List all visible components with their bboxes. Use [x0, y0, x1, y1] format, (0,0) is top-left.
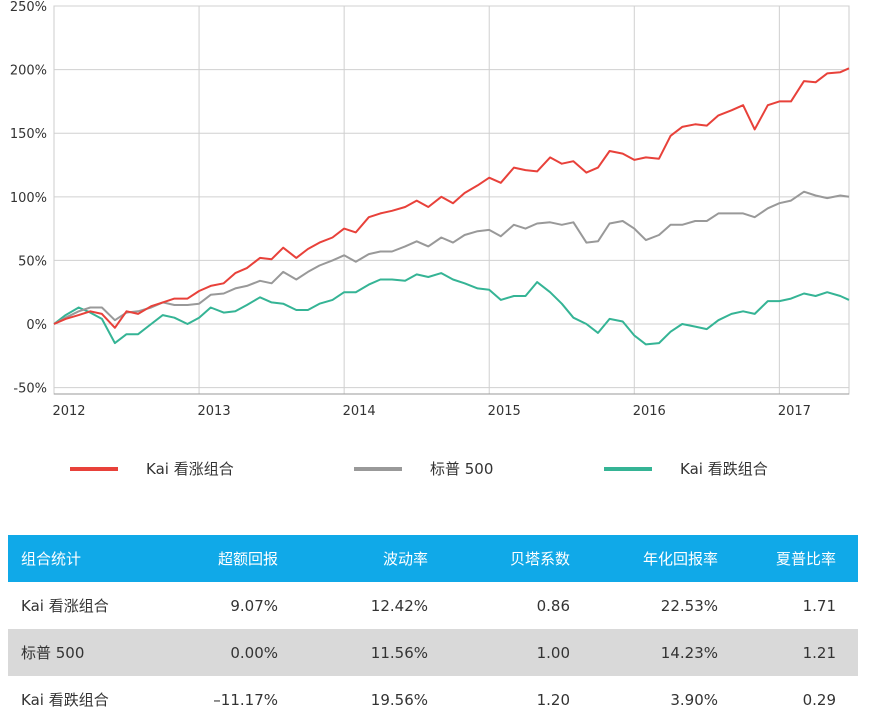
plot-area: [53, 5, 850, 395]
series-line-bull: [53, 67, 850, 329]
series-line-sp500: [53, 190, 850, 325]
cell-beta: 0.86: [536, 596, 570, 615]
table-row: Kai 看涨组合 9.07% 12.42% 0.86 22.53% 1.71: [8, 582, 858, 629]
cell-excess-return: –11.17%: [213, 690, 278, 709]
legend-item-bull: Kai 看涨组合: [70, 458, 234, 479]
cell-portfolio: Kai 看涨组合: [21, 597, 109, 615]
cell-portfolio: 标普 500: [8, 629, 171, 676]
legend-label-bear: Kai 看跌组合: [680, 460, 768, 478]
cell-beta: 1.20: [536, 690, 570, 709]
legend-swatch-bear: [604, 466, 652, 471]
cell-excess-return: 9.07%: [230, 596, 278, 615]
portfolio-stats-table: 组合统计 超额回报 波动率 贝塔系数 年化回报率 夏普比率 Kai 看涨组合 9…: [8, 535, 858, 723]
header-volatility: 波动率: [278, 535, 428, 582]
series-lines: [53, 67, 850, 346]
x-axis-tick-labels: 2012 2013 2014 2015 2016 2017: [52, 404, 810, 419]
table-row: 标普 500 0.00% 11.56% 1.00 14.23% 1.21: [8, 629, 858, 676]
cell-volatility: 19.56%: [370, 690, 428, 709]
header-annual-return: 年化回报率: [570, 535, 718, 582]
y-tick-label: 200%: [10, 64, 47, 79]
vertical-gridlines: [198, 6, 780, 394]
legend-item-bear: Kai 看跌组合: [604, 458, 768, 479]
cell-excess-return: 0.00%: [171, 629, 278, 676]
table-header-row: 组合统计 超额回报 波动率 贝塔系数 年化回报率 夏普比率: [8, 535, 858, 582]
cell-sharpe: 1.71: [802, 596, 836, 615]
cell-annual-return: 14.23%: [570, 629, 718, 676]
y-tick-label: 250%: [10, 0, 47, 15]
header-sharpe: 夏普比率: [718, 535, 858, 582]
chart-legend: Kai 看涨组合 标普 500 Kai 看跌组合: [0, 458, 869, 482]
header-portfolio: 组合统计: [8, 535, 171, 582]
series-line-bear: [53, 272, 850, 346]
cell-sharpe: 0.29: [802, 690, 836, 709]
cell-volatility: 12.42%: [370, 596, 428, 615]
x-tick-label: 2012: [52, 404, 85, 419]
cell-volatility: 11.56%: [278, 629, 428, 676]
header-excess-return: 超额回报: [171, 535, 278, 582]
cell-annual-return: 3.90%: [670, 690, 718, 709]
x-tick-label: 2017: [778, 404, 811, 419]
x-tick-label: 2016: [633, 404, 666, 419]
legend-swatch-sp500: [354, 466, 402, 471]
x-tick-label: 2015: [488, 404, 521, 419]
header-beta: 贝塔系数: [428, 535, 570, 582]
x-tick-label: 2013: [198, 404, 231, 419]
y-tick-label: 150%: [10, 127, 47, 142]
table-row: Kai 看跌组合 –11.17% 19.56% 1.20 3.90% 0.29: [8, 676, 858, 723]
legend-label-sp500: 标普 500: [430, 460, 494, 478]
cell-sharpe: 1.21: [718, 629, 858, 676]
y-tick-label: -50%: [13, 382, 47, 397]
cell-annual-return: 22.53%: [660, 596, 718, 615]
y-tick-label: 0%: [26, 318, 47, 333]
legend-swatch-bull: [70, 466, 118, 471]
y-axis-tick-labels: 250% 200% 150% 100% 50% 0% -50%: [10, 0, 47, 397]
legend-label-bull: Kai 看涨组合: [146, 460, 234, 478]
cell-beta: 1.00: [428, 629, 570, 676]
y-tick-label: 100%: [10, 191, 47, 206]
x-tick-label: 2014: [343, 404, 376, 419]
y-tick-label: 50%: [18, 254, 47, 269]
cell-portfolio: Kai 看跌组合: [21, 691, 109, 709]
line-chart: 250%200%150%100%50%0%-50% 2012 2013 2014 20…: [10, 0, 850, 419]
legend-item-sp500: 标普 500: [354, 458, 493, 479]
